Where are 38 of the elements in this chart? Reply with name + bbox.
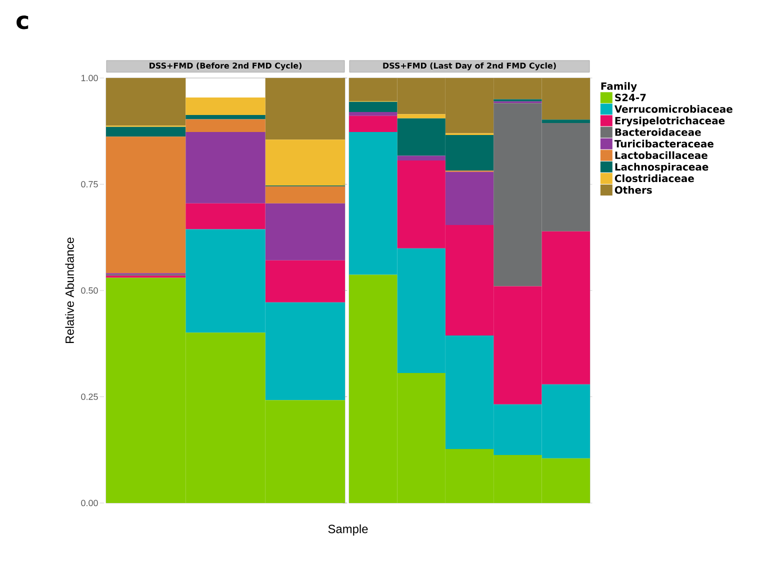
bar — [186, 114, 266, 120]
y-tick-label: 0.25 — [81, 394, 98, 400]
bar — [349, 116, 398, 132]
bar — [265, 260, 346, 302]
bar — [186, 119, 266, 132]
bar — [542, 120, 590, 124]
bar — [397, 156, 446, 160]
legend-label: Bacteroidaceae — [615, 128, 701, 136]
y-tick-label: 1.00 — [81, 74, 98, 82]
bar — [265, 78, 346, 140]
bar — [265, 140, 346, 186]
bar — [265, 203, 346, 260]
legend-label: Erysipelotrichaceae — [615, 116, 725, 126]
legend-label: Clostridiaceae — [614, 174, 694, 182]
y-tick-label: 0.50 — [81, 287, 98, 294]
bar — [186, 203, 266, 230]
bar — [349, 102, 398, 112]
legend-label: Turicibacteraceae — [614, 140, 714, 148]
text: c — [16, 16, 28, 30]
y-tick-label: 0.00 — [81, 500, 98, 506]
legend-label: Verrucomicrobiaceae — [614, 105, 732, 113]
legend-title: Family — [601, 82, 637, 92]
bar — [445, 172, 494, 226]
bar — [186, 98, 266, 115]
legend-label: S24-7 — [615, 94, 646, 102]
y-tick-label: 0.75 — [81, 181, 98, 188]
y-axis-title: Relative Abundance — [65, 238, 74, 344]
legend-label: Lactobacillaceae — [615, 151, 708, 160]
bar — [186, 132, 266, 204]
bar — [106, 126, 186, 137]
legend-label: Others — [614, 186, 652, 194]
bar — [265, 186, 346, 204]
bar — [106, 136, 186, 274]
bar — [397, 114, 446, 118]
bar — [106, 78, 186, 126]
bar — [349, 112, 398, 116]
x-axis-title: Sample — [328, 524, 368, 536]
legend-label: Lachnospiraceae — [615, 162, 708, 173]
